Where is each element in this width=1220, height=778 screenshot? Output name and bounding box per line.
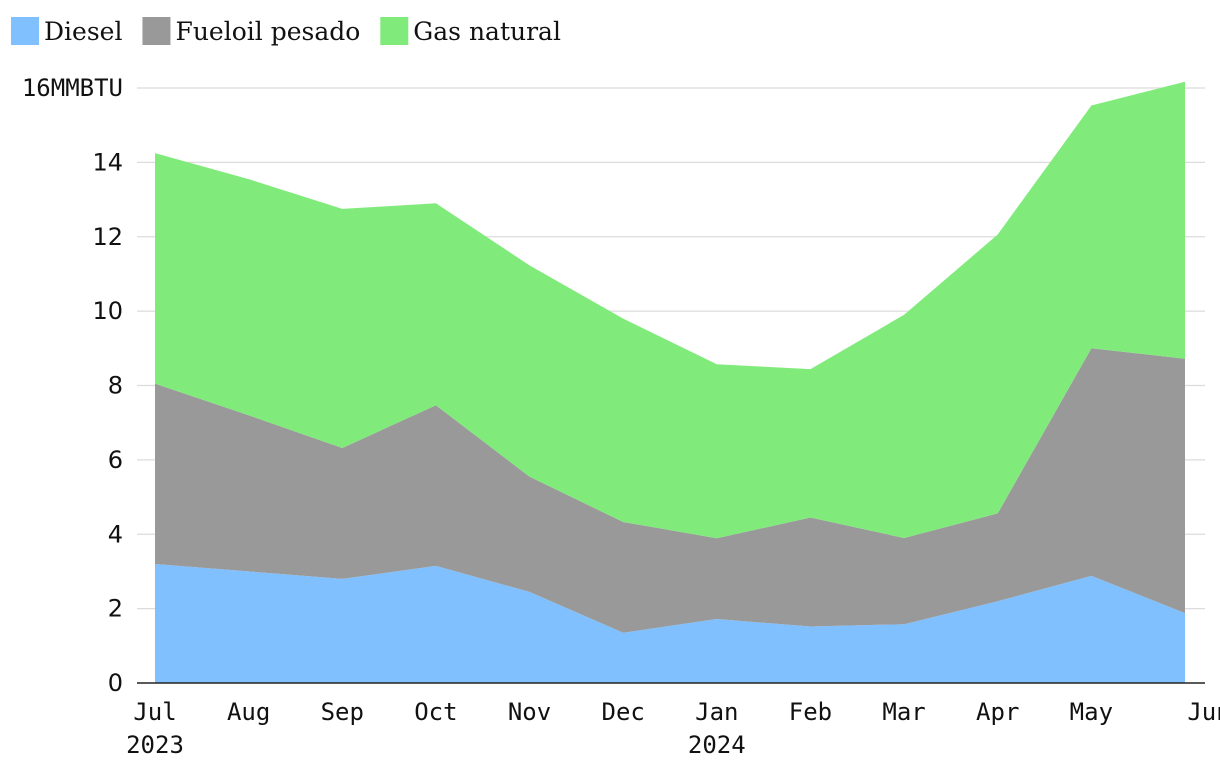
x-tick-label: Nov — [508, 698, 551, 726]
y-tick-label: 8 — [108, 372, 123, 400]
x-tick-label: Apr — [976, 698, 1019, 726]
x-axis-ticks: Jul Aug Sep Oct Nov Dec Jan Feb Mar Apr May Jun 2023… — [126, 698, 1220, 759]
x-year-label: 2024 — [688, 731, 746, 759]
y-tick-label: 10 — [92, 297, 123, 325]
legend-label: Fueloil pesado — [175, 17, 360, 46]
y-tick-label: 16MMBTU — [22, 74, 123, 102]
y-tick-label: 6 — [108, 446, 123, 474]
legend-swatch — [11, 17, 39, 45]
legend-swatch — [142, 17, 171, 45]
x-tick-label: Sep — [321, 698, 364, 726]
x-tick-label: Jan — [695, 698, 738, 726]
y-axis-ticks: 0 2 4 6 8 10 12 14 16MMBTU — [22, 74, 123, 697]
y-tick-label: 0 — [108, 669, 123, 697]
series-areas — [155, 81, 1185, 683]
legend-label: Gas natural — [413, 17, 561, 46]
y-tick-label: 4 — [108, 520, 123, 548]
y-tick-label: 12 — [92, 223, 123, 251]
x-tick-label: Dec — [602, 698, 645, 726]
x-tick-label: Mar — [882, 698, 925, 726]
y-tick-label: 14 — [92, 148, 123, 176]
legend: Diesel Fueloil pesado Gas natural — [11, 17, 561, 46]
y-tick-label: 2 — [108, 595, 123, 623]
x-year-label: 2023 — [126, 731, 184, 759]
area-gas-natural — [155, 81, 1185, 539]
legend-swatch — [380, 17, 409, 45]
x-tick-label: May — [1070, 698, 1113, 726]
x-tick-label: Aug — [227, 698, 270, 726]
x-tick-label: Feb — [789, 698, 832, 726]
x-tick-label: Oct — [414, 698, 457, 726]
area-fueloil-pesado — [155, 348, 1185, 633]
area-diesel — [155, 564, 1185, 683]
x-tick-label: Jul — [133, 698, 176, 726]
x-tick-label: Jun — [1187, 698, 1220, 726]
legend-label: Diesel — [44, 17, 122, 46]
